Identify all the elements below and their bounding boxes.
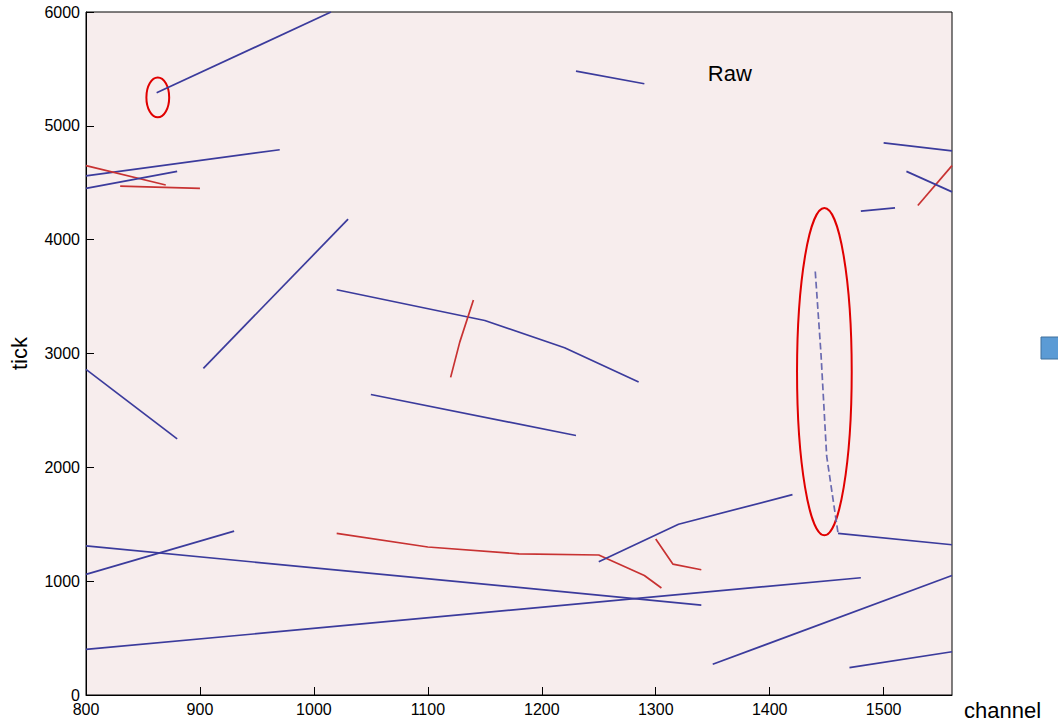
svg-text:0: 0 — [71, 686, 80, 704]
svg-text:tick: tick — [7, 336, 32, 370]
svg-text:2000: 2000 — [44, 459, 80, 476]
svg-text:1300: 1300 — [638, 701, 674, 718]
svg-text:4000: 4000 — [44, 231, 80, 248]
svg-text:5000: 5000 — [44, 117, 80, 134]
svg-text:6000: 6000 — [44, 4, 80, 21]
svg-text:channel: channel — [964, 698, 1041, 723]
svg-text:3000: 3000 — [44, 345, 80, 362]
svg-text:Raw: Raw — [708, 61, 752, 86]
svg-text:1100: 1100 — [411, 701, 446, 718]
svg-text:1000: 1000 — [296, 701, 332, 718]
svg-text:900: 900 — [187, 701, 214, 718]
svg-text:1500: 1500 — [866, 701, 902, 718]
svg-text:1200: 1200 — [524, 701, 560, 718]
svg-text:800: 800 — [73, 701, 100, 718]
svg-text:1400: 1400 — [752, 701, 788, 718]
svg-text:1000: 1000 — [44, 573, 80, 590]
